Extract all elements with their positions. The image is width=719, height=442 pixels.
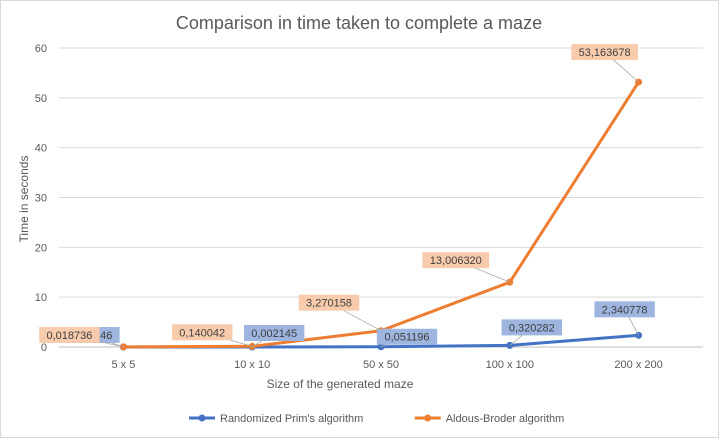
data-label-box [422,252,490,269]
y-tick-label: 60 [35,43,47,55]
y-axis-ticks: 0 10 20 30 40 50 60 [35,43,47,354]
x-tick-label: 100 x 100 [486,359,534,371]
data-label-box [298,294,360,311]
x-tick-label: 10 x 10 [234,359,270,371]
y-tick-label: 40 [35,143,47,155]
x-axis-ticks: 5 x 5 10 x 10 50 x 50 100 x 100 200 x 200 [111,359,662,371]
y-axis-title: Time in seconds [17,156,31,243]
y-tick-label: 0 [41,342,47,354]
x-tick-label: 50 x 50 [363,359,399,371]
legend-label: Aldous-Broder algorithm [446,413,565,425]
y-tick-label: 30 [35,193,47,205]
data-label-box [172,324,233,341]
data-label: 0,051196 [384,332,429,344]
data-label-box [39,326,100,343]
data-label: 3,270158 [306,298,352,310]
data-label: 0,018736 [46,330,92,342]
data-label-box [376,328,438,345]
legend-marker [424,414,432,422]
data-labels: 0,0005460,0021450,0511960,3202822,340778… [39,44,655,348]
legend: Randomized Prim's algorithm Aldous-Broder… [189,413,564,425]
data-label: 0,320282 [509,322,555,334]
series-line-1 [123,81,640,349]
legend-label: Randomized Prim's algorithm [220,413,363,425]
data-label: 0,002145 [251,328,297,340]
series-layer [119,78,643,351]
data-label: 13,006320 [430,255,482,267]
data-label: 2,340778 [602,304,648,316]
data-label: 53,163678 [579,47,631,59]
legend-marker [198,414,206,422]
x-axis-title: Size of the generated maze [267,377,414,391]
y-tick-label: 20 [35,242,47,254]
y-tick-label: 10 [35,292,47,304]
data-label-box [571,44,638,61]
data-label: 0,140042 [179,327,225,339]
gridlines [59,47,703,348]
chart-title: Comparison in time taken to complete a m… [176,13,542,33]
x-tick-label: 5 x 5 [111,359,135,371]
x-tick-label: 200 x 200 [614,359,662,371]
y-tick-label: 50 [35,93,47,105]
data-label-box [244,324,305,341]
data-label-box [501,319,562,336]
data-label-box [594,301,655,318]
